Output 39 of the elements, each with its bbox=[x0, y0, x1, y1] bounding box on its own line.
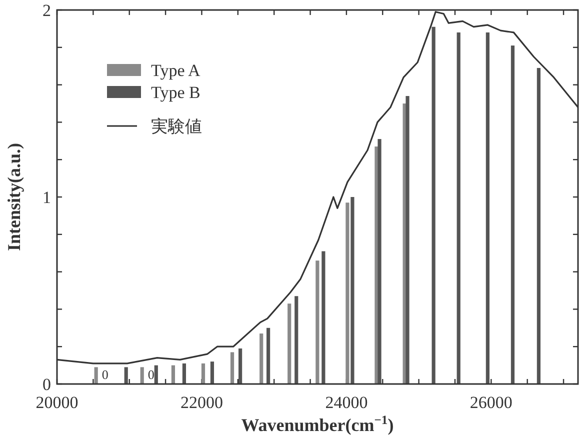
bar bbox=[456, 32, 460, 384]
bar bbox=[316, 260, 320, 384]
bar bbox=[154, 365, 158, 384]
annotation: 0 bbox=[148, 367, 154, 382]
y-tick-label: 0 bbox=[42, 375, 51, 394]
bar bbox=[260, 334, 264, 384]
x-axis-title: Wavenumber(cm$^{−1}$) bbox=[241, 413, 394, 435]
bar bbox=[201, 363, 206, 384]
bar bbox=[140, 367, 144, 384]
bar bbox=[230, 352, 234, 384]
x-tick-label: 24000 bbox=[325, 393, 368, 412]
x-tick-label: 22000 bbox=[180, 393, 223, 412]
legend-label: Type B bbox=[151, 83, 200, 102]
bar bbox=[350, 197, 354, 384]
bar bbox=[432, 26, 436, 384]
bar bbox=[210, 362, 214, 384]
y-tick-label: 2 bbox=[42, 1, 51, 20]
bar bbox=[171, 365, 176, 384]
bar bbox=[266, 328, 270, 384]
bar bbox=[406, 96, 410, 384]
bar bbox=[510, 46, 515, 384]
y-axis-title: Intensity(a.u.) bbox=[4, 142, 24, 252]
legend-label: Type A bbox=[151, 61, 202, 80]
x-tick-label: 20000 bbox=[36, 393, 78, 412]
bar bbox=[294, 296, 298, 384]
bar bbox=[536, 68, 541, 384]
bar bbox=[182, 363, 186, 384]
bar bbox=[124, 367, 128, 384]
bar bbox=[322, 251, 326, 384]
bar bbox=[378, 139, 382, 384]
bar bbox=[288, 304, 292, 384]
annotation: 0 bbox=[102, 367, 108, 382]
bar bbox=[238, 348, 242, 384]
legend-label: 実験値 bbox=[151, 117, 202, 137]
bar bbox=[94, 367, 98, 384]
bar bbox=[346, 202, 350, 384]
x-tick-label: 26000 bbox=[470, 393, 512, 412]
y-tick-label: 1 bbox=[42, 188, 51, 207]
bar bbox=[486, 32, 490, 384]
